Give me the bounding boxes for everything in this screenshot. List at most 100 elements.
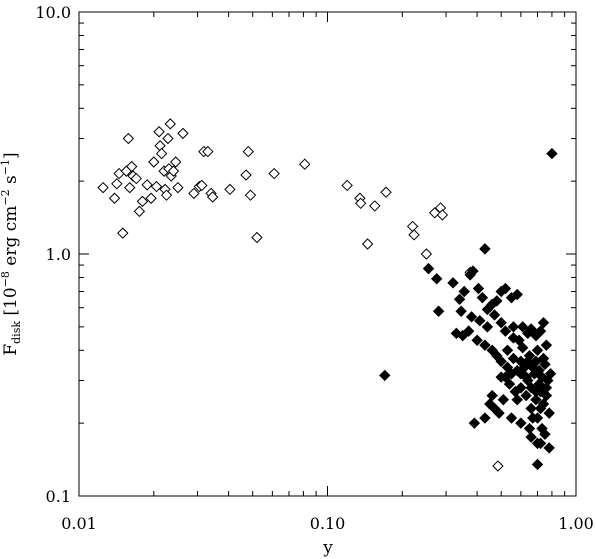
- y-tick-label: 1.0: [46, 245, 71, 264]
- open-diamond-point: [361, 238, 374, 250]
- filled-diamond-point: [528, 368, 541, 380]
- filled-diamond-point: [530, 385, 542, 398]
- filled-diamond-point: [497, 393, 510, 406]
- open-diamond-point: [117, 227, 129, 239]
- open-diamond-point: [242, 145, 254, 158]
- open-diamond-point: [251, 231, 263, 244]
- x-tick-label: 1.00: [558, 514, 594, 533]
- open-diamond-point: [167, 165, 180, 177]
- filled-diamond-point: [501, 344, 514, 357]
- filled-diamond-point: [531, 344, 544, 357]
- filled-diamond-point: [511, 393, 523, 406]
- y-axis-title-mid: erg cm: [1, 206, 21, 272]
- open-diamond-point: [408, 229, 420, 241]
- filled-diamond-point: [516, 321, 529, 333]
- open-diamond-point: [130, 172, 142, 185]
- open-diamond-point: [136, 195, 149, 208]
- open-diamond-point: [188, 187, 200, 200]
- y-axis-title: Fdisk [10−8 erg cm−2 s−1]: [0, 152, 23, 355]
- open-diamond-point: [224, 183, 236, 196]
- filled-diamond-point: [430, 273, 443, 285]
- x-axis-title: y: [322, 538, 333, 558]
- filled-diamond-point: [511, 288, 523, 301]
- filled-diamond-point: [458, 285, 470, 298]
- open-diamond-point: [299, 158, 311, 170]
- open-diamond-point: [170, 156, 182, 168]
- filled-diamond-point: [505, 368, 518, 380]
- filled-diamond-point: [488, 309, 501, 321]
- filled-diamond-point: [540, 339, 553, 351]
- open-diamond-point: [154, 140, 166, 152]
- open-diamond-point: [150, 180, 163, 193]
- y-axis-title-exp2: −2: [0, 189, 12, 205]
- filled-diamond-point: [537, 317, 550, 329]
- filled-diamond-point: [527, 412, 539, 424]
- open-diamond-point: [108, 192, 121, 204]
- filled-diamond-point: [505, 412, 518, 424]
- y-axis-title-exp1: −8: [0, 271, 12, 287]
- filled-diamond-point: [495, 371, 507, 383]
- open-diamond-point: [164, 118, 176, 130]
- filled-diamond-point: [507, 332, 520, 344]
- filled-diamond-point: [515, 417, 527, 429]
- open-diamond-point: [244, 189, 257, 201]
- x-tick-label: 0.10: [310, 514, 346, 533]
- open-diamond-point: [124, 181, 136, 194]
- filled-diamond-point: [481, 321, 494, 333]
- open-diamond-point: [172, 181, 184, 194]
- open-diamond-point: [406, 220, 419, 233]
- open-diamond-point: [141, 179, 153, 191]
- filled-diamond-point: [474, 315, 486, 327]
- filled-diamond-point: [503, 378, 516, 390]
- y-tick-label: 0.1: [46, 487, 71, 506]
- filled-diamond-point: [515, 355, 527, 368]
- open-diamond-point: [97, 181, 109, 194]
- filled-diamond-point: [543, 407, 555, 419]
- filled-diamond-point: [465, 311, 478, 323]
- filled-diamond-point: [495, 355, 507, 368]
- open-diamond-point: [148, 156, 160, 168]
- open-diamond-point: [354, 197, 367, 210]
- filled-diamond-point: [476, 291, 489, 304]
- filled-diamond-point: [455, 305, 467, 317]
- y-axis-title-mid2: s: [1, 175, 21, 189]
- filled-diamond-point: [544, 368, 557, 380]
- axis-ticks: [78, 11, 577, 497]
- filled-diamond-point: [493, 407, 505, 419]
- filled-diamond-point: [534, 325, 547, 337]
- filled-diamond-point: [546, 147, 558, 160]
- filled-diamond-point: [525, 431, 537, 443]
- filled-diamond-point: [491, 295, 503, 307]
- filled-diamond-point: [525, 402, 537, 415]
- plot-frame: [78, 11, 577, 497]
- y-axis-title-exp3: −1: [0, 159, 12, 175]
- filled-diamond-point: [523, 422, 536, 435]
- filled-diamond-point: [515, 382, 527, 394]
- open-diamond-point: [126, 160, 138, 173]
- filled-diamond-point: [467, 265, 479, 277]
- open-diamond-point: [153, 126, 165, 138]
- open-diamond-point: [177, 127, 189, 140]
- open-diamond-point: [341, 179, 353, 192]
- filled-diamond-point: [479, 412, 491, 424]
- filled-diamond-point: [453, 293, 466, 305]
- filled-diamond-point: [379, 369, 391, 382]
- open-diamond-point: [380, 186, 392, 198]
- filled-diamond-point: [499, 325, 512, 337]
- tick-labels: 0.01 0.10 1.00 0.1 1.0 10.0: [35, 3, 593, 533]
- filled-diamond-point: [462, 325, 475, 337]
- filled-diamond-point: [539, 428, 551, 440]
- filled-diamond-point: [422, 262, 435, 275]
- open-diamond-point: [160, 189, 173, 201]
- filled-diamond-point: [486, 389, 498, 402]
- filled-diamond-point: [432, 305, 445, 317]
- open-diamond-point: [206, 191, 219, 203]
- open-diamond-point: [420, 248, 433, 260]
- filled-diamond-point: [495, 317, 507, 329]
- filled-diamond-point: [537, 352, 550, 365]
- filled-diamond-point: [520, 389, 532, 402]
- filled-diamond-point: [479, 243, 491, 255]
- filled-diamond-point: [525, 323, 537, 335]
- open-diamond-point: [268, 167, 280, 180]
- filled-diamond-point: [543, 442, 555, 454]
